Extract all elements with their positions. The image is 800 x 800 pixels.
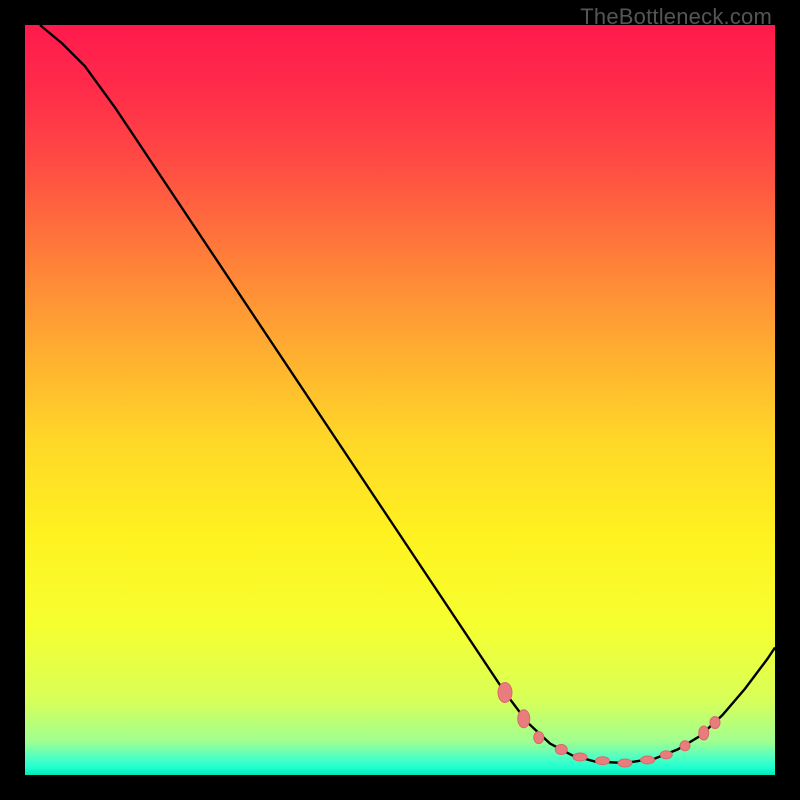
data-marker [680, 741, 690, 751]
data-marker [596, 757, 610, 765]
plot-area [25, 25, 775, 775]
data-marker [660, 751, 672, 759]
data-marker [555, 745, 567, 755]
data-marker [573, 753, 587, 761]
data-marker [699, 726, 709, 740]
data-marker [641, 756, 655, 764]
data-marker [534, 732, 544, 744]
curve-layer [25, 25, 775, 775]
data-marker [498, 683, 512, 703]
data-marker [618, 759, 632, 767]
data-marker [710, 717, 720, 729]
bottleneck-curve [40, 25, 775, 763]
chart-container: TheBottleneck.com [0, 0, 800, 800]
data-marker [518, 710, 530, 728]
